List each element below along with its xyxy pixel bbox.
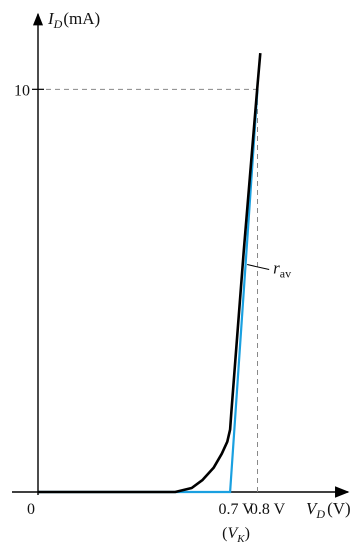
x-tick-label-0.7: 0.7 V bbox=[218, 501, 254, 518]
series-piecewise-linear bbox=[38, 89, 259, 494]
knee-voltage-label: (VK) bbox=[222, 525, 250, 545]
y-tick-label-10: 10 bbox=[14, 82, 30, 99]
x-tick-label-0.8: 0.8 V bbox=[250, 501, 286, 518]
origin-label: 0 bbox=[27, 501, 35, 518]
r-av-leader-line bbox=[247, 264, 270, 271]
y-axis-label: ID(mA) bbox=[47, 9, 100, 31]
x-axis-label: VD (V) bbox=[306, 499, 351, 521]
r-av-label: rav bbox=[273, 259, 291, 281]
series-characteristic bbox=[38, 52, 262, 494]
